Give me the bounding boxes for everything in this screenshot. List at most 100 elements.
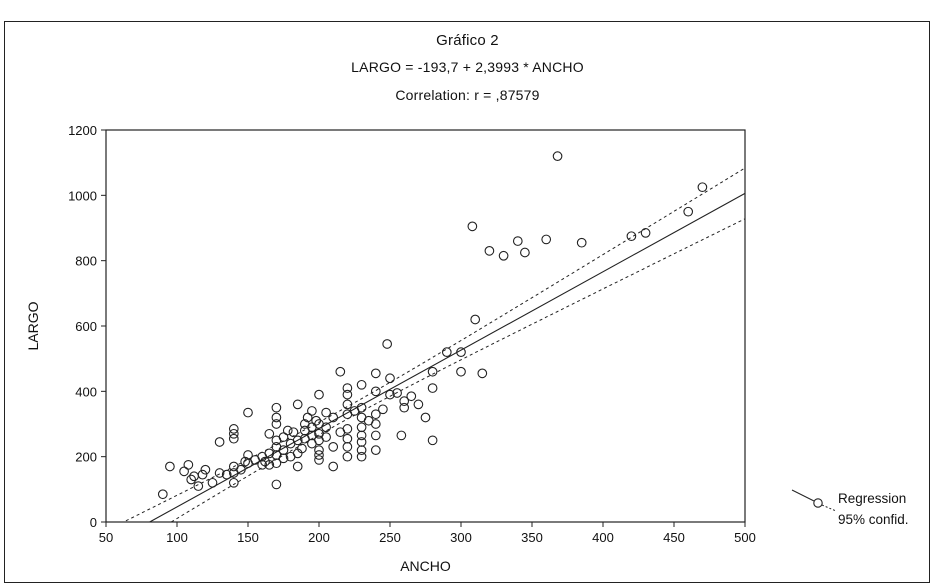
data-point: [328, 442, 339, 452]
data-point: [342, 433, 353, 444]
data-point: [342, 451, 353, 462]
legend-band-line-icon: [821, 504, 837, 512]
data-point: [342, 442, 353, 452]
x-tick-label: 450: [663, 530, 685, 545]
data-point: [392, 388, 402, 398]
data-point: [214, 437, 225, 447]
data-point: [186, 474, 197, 485]
data-point: [228, 428, 239, 439]
data-point: [321, 407, 331, 418]
data-point: [321, 432, 331, 442]
legend-entry-confidence: 95% confid.: [838, 512, 909, 527]
data-point: [385, 373, 395, 384]
data-point: [278, 445, 289, 455]
data-point: [356, 402, 367, 413]
data-point: [370, 445, 381, 455]
confidence-band-upper: [125, 167, 746, 522]
data-point: [228, 477, 239, 488]
regression-line: [149, 192, 746, 523]
x-tick-label: 400: [592, 530, 614, 545]
data-point: [385, 389, 395, 400]
data-point: [399, 402, 410, 413]
data-point: [328, 461, 339, 472]
data-point: [406, 391, 417, 402]
data-point: [342, 399, 353, 410]
x-tick-label: 200: [308, 530, 330, 545]
data-point: [321, 422, 331, 433]
data-point: [282, 425, 293, 436]
data-point: [456, 366, 466, 377]
data-point: [297, 443, 307, 454]
data-point: [356, 445, 367, 455]
x-tick-label: 500: [734, 530, 756, 545]
data-point: [314, 450, 324, 460]
data-point: [498, 250, 509, 261]
data-point: [370, 409, 381, 420]
data-point: [314, 389, 324, 400]
chart-frame: [4, 21, 930, 583]
x-tick-label: 350: [521, 530, 543, 545]
data-point: [484, 246, 495, 256]
legend-point-icon: [813, 498, 823, 508]
data-point: [197, 469, 208, 480]
data-point: [240, 456, 251, 467]
x-tick-label: 150: [237, 530, 259, 545]
data-point: [264, 459, 275, 470]
data-point: [271, 479, 282, 490]
data-point: [512, 236, 523, 246]
data-point: [576, 237, 587, 248]
data-point: [456, 347, 466, 357]
data-point: [356, 379, 367, 390]
data-point: [467, 221, 478, 232]
data-points: [157, 151, 708, 500]
data-point: [165, 461, 175, 472]
data-point: [328, 412, 339, 423]
y-tick-label: 200: [75, 450, 97, 465]
y-tick-label: 1000: [68, 188, 97, 203]
data-point: [207, 477, 218, 488]
axis-ticks: 50 100 150 200 250 300 350 400 450 500 0 200 400 600 8…: [68, 123, 756, 545]
data-point: [420, 412, 431, 423]
data-point: [399, 396, 410, 406]
y-tick-label: 0: [90, 515, 97, 530]
data-point: [427, 366, 438, 377]
data-point: [427, 435, 438, 446]
data-point: [179, 466, 189, 477]
data-point: [264, 448, 275, 459]
data-point: [626, 231, 637, 242]
data-point: [243, 450, 253, 460]
y-tick-label: 1200: [68, 123, 97, 138]
legend-entry-regression: Regression: [838, 491, 906, 506]
data-point: [697, 182, 708, 193]
data-point: [221, 469, 232, 480]
data-point: [214, 468, 225, 478]
data-point: [342, 383, 353, 393]
x-tick-label: 100: [166, 530, 188, 545]
data-point: [335, 366, 346, 377]
confidence-band-lower: [171, 218, 746, 523]
data-point: [288, 427, 299, 438]
data-point: [271, 412, 282, 423]
data-point: [477, 368, 488, 379]
data-point: [314, 455, 324, 465]
data-point: [356, 422, 367, 433]
data-point: [413, 399, 424, 410]
data-point: [552, 151, 563, 161]
data-point: [427, 383, 438, 393]
data-point: [640, 228, 651, 238]
x-tick-label: 50: [99, 530, 113, 545]
data-point: [292, 399, 303, 410]
data-point: [264, 428, 275, 439]
data-point: [370, 368, 381, 379]
x-tick-label: 250: [379, 530, 401, 545]
data-point: [311, 415, 322, 426]
regression-equation: LARGO = -193,7 + 2,3993 * ANCHO: [351, 59, 584, 75]
plot-area: [105, 129, 746, 523]
x-tick-label: 300: [450, 530, 472, 545]
data-point: [370, 386, 381, 397]
y-axis-label: LARGO: [25, 301, 41, 350]
data-point: [370, 430, 381, 441]
data-point: [382, 339, 393, 349]
data-point: [183, 459, 194, 470]
